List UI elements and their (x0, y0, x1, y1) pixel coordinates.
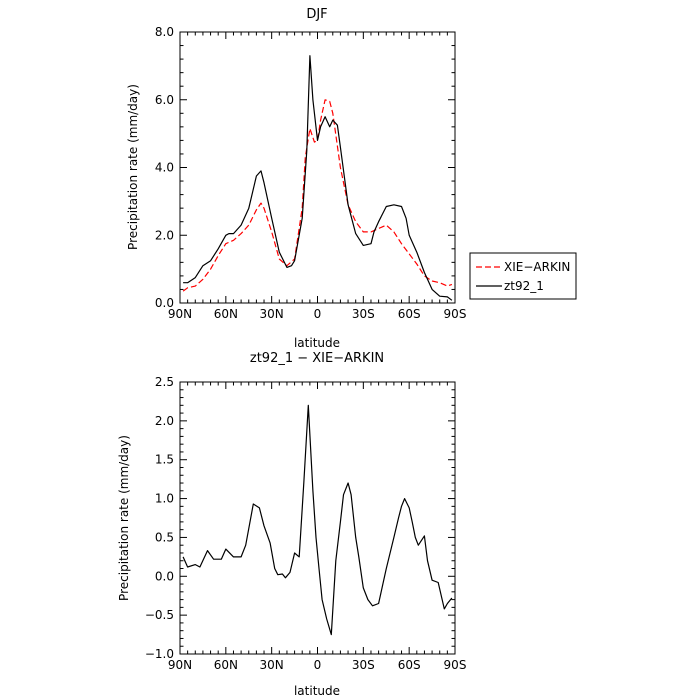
plot-frame (179, 31, 456, 304)
x-tick-label: 60S (398, 658, 421, 672)
legend: XIE−ARKIN zt92_1 (469, 252, 577, 300)
series-line-difference (182, 404, 453, 636)
x-tick-label: 30S (352, 307, 375, 321)
x-tick-label: 30N (260, 307, 284, 321)
x-tick-label: 90N (168, 307, 192, 321)
difference-panel: zt92_1 − XIE−ARKIN latitude Precipitatio… (117, 351, 466, 698)
x-tick-label: 0 (314, 307, 322, 321)
x-tick-label: 90S (444, 658, 467, 672)
series-line-xie-arkin (182, 99, 453, 292)
x-tick-label: 90N (168, 658, 192, 672)
series-group (182, 404, 453, 636)
plot-frame (179, 381, 456, 655)
x-tick-label: 0 (314, 658, 322, 672)
y-tick-label: 2.0 (155, 414, 174, 428)
y-tick-label: 2.5 (155, 375, 174, 389)
x-tick-label: 90S (444, 307, 467, 321)
x-tick-label: 30N (260, 658, 284, 672)
y-tick-label: −0.5 (145, 608, 174, 622)
y-axis-label: Precipitation rate (mm/day) (117, 435, 131, 601)
legend-box (469, 252, 577, 300)
chart-title: zt92_1 − XIE−ARKIN (250, 351, 384, 366)
y-tick-label: −1.0 (145, 647, 174, 661)
x-tick-label: 60S (398, 307, 421, 321)
y-axis-label: Precipitation rate (mm/day) (126, 84, 140, 250)
y-tick-label: 1.5 (155, 453, 174, 467)
x-tick-label: 30S (352, 658, 375, 672)
legend-label-xie-arkin: XIE−ARKIN (504, 260, 570, 274)
chart-title: DJF (306, 7, 327, 22)
y-tick-label: 4.0 (155, 161, 174, 175)
series-line-zt92-1 (183, 55, 453, 301)
djf-panel: DJF latitude Precipitation rate (mm/day)… (126, 7, 466, 350)
y-tick-label: 6.0 (155, 93, 174, 107)
x-tick-label: 60N (214, 307, 238, 321)
tick-group: 90N 60N 30N 0 30S 60S 90S −1.0 −0.5 0.0 0.5 1.0 1.5 2… (145, 375, 467, 672)
x-axis-label: latitude (294, 336, 340, 350)
y-tick-label: 0.0 (155, 569, 174, 583)
y-tick-label: 2.0 (155, 228, 174, 242)
series-group (182, 55, 453, 301)
y-tick-label: 0.5 (155, 530, 174, 544)
y-tick-label: 8.0 (155, 25, 174, 39)
x-tick-label: 60N (214, 658, 238, 672)
x-axis-label: latitude (294, 684, 340, 698)
y-tick-label: 0.0 (155, 296, 174, 310)
legend-label-zt92-1: zt92_1 (504, 279, 544, 293)
y-tick-label: 1.0 (155, 492, 174, 506)
tick-group: 90N 60N 30N 0 30S 60S 90S 0.0 2.0 4.0 6.0 8.0 (155, 25, 467, 321)
